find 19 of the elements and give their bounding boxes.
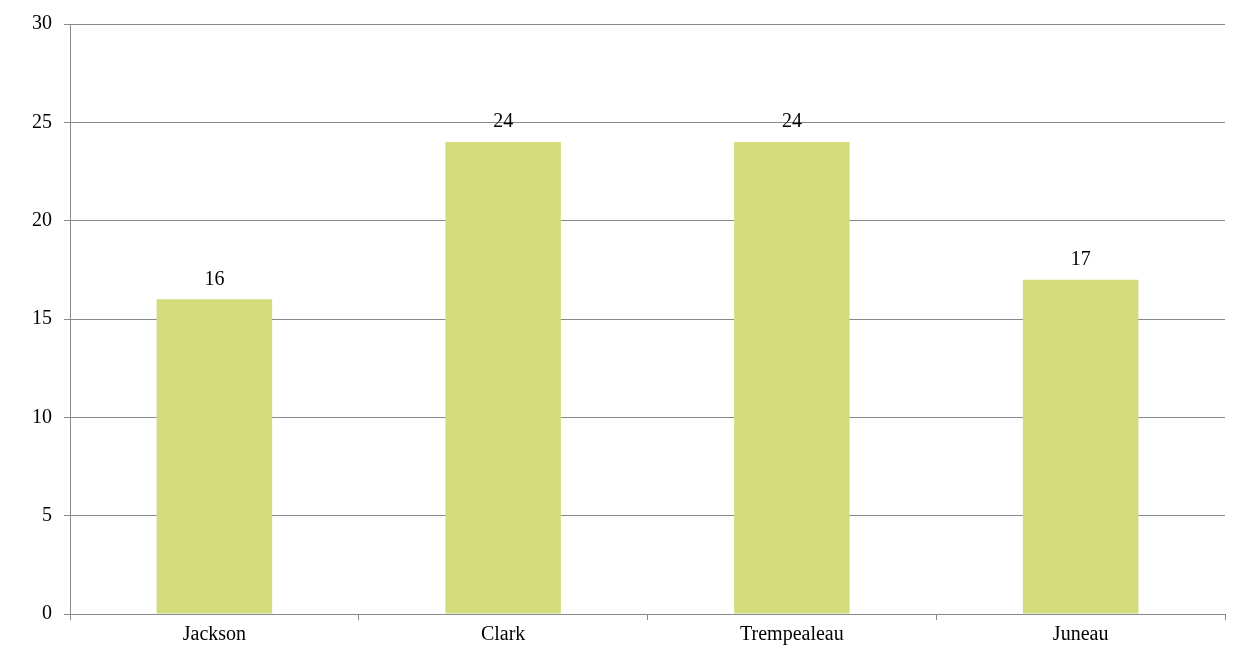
data-label: 17: [1070, 246, 1091, 269]
y-tick-label: 30: [32, 11, 52, 34]
data-label: 24: [493, 109, 514, 132]
x-tick-label: Juneau: [1052, 622, 1109, 645]
y-tick-label: 20: [32, 207, 52, 230]
data-label: 16: [204, 266, 225, 289]
x-tick-label: Clark: [480, 622, 526, 645]
y-tick-label: 10: [32, 404, 52, 427]
x-tick-label: Jackson: [182, 622, 247, 645]
y-tick-label: 5: [42, 502, 52, 525]
y-tick-label: 0: [42, 601, 52, 624]
y-tick-label: 15: [32, 306, 52, 329]
bar: [156, 299, 273, 614]
y-tick-label: 25: [32, 109, 52, 132]
bar: [1022, 279, 1139, 614]
data-label: 24: [781, 109, 802, 132]
x-tick-label: Trempealeau: [740, 622, 844, 646]
bar: [445, 142, 561, 614]
bar: [734, 142, 850, 614]
